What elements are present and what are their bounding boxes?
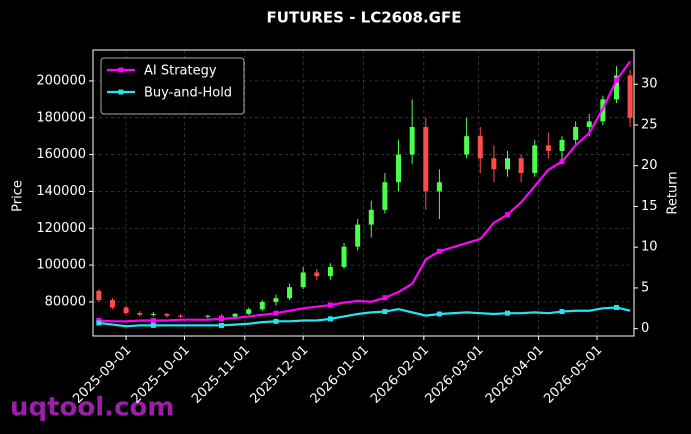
candle-body xyxy=(436,182,442,192)
candle-body xyxy=(273,298,279,302)
candle-body xyxy=(232,313,238,317)
series-marker xyxy=(150,318,156,324)
candle-body xyxy=(573,126,579,140)
candle-body xyxy=(477,136,483,159)
series-marker xyxy=(613,77,619,83)
candle-body xyxy=(218,315,224,317)
candle-body xyxy=(178,315,184,317)
candle-body xyxy=(423,126,429,192)
candle-body xyxy=(259,301,265,310)
series-marker xyxy=(218,316,224,322)
y-tick-label: 80000 xyxy=(45,294,86,309)
series-marker xyxy=(559,159,565,165)
y2-tick-label: 0 xyxy=(641,321,649,336)
series-marker xyxy=(327,302,333,308)
y2-tick-label: 20 xyxy=(641,158,658,173)
series-marker xyxy=(436,248,442,254)
candle-body xyxy=(355,224,361,247)
series-marker xyxy=(327,316,333,322)
candle-body xyxy=(532,145,538,174)
series-marker xyxy=(505,212,511,218)
y-tick-label: 180000 xyxy=(36,110,86,125)
candle-body xyxy=(123,307,129,313)
legend-marker xyxy=(118,89,124,95)
candle-body xyxy=(341,246,347,267)
y2-axis-label: Return xyxy=(666,171,681,214)
series-marker xyxy=(96,320,102,326)
candle-body xyxy=(164,313,170,316)
y2-tick-label: 5 xyxy=(641,280,649,295)
candle-body xyxy=(205,315,211,317)
watermark: uqtool.com xyxy=(10,393,174,423)
candle-body xyxy=(287,287,293,299)
series-marker xyxy=(150,322,156,328)
candle-body xyxy=(545,145,551,151)
candle-body xyxy=(518,158,524,174)
y2-tick-label: 10 xyxy=(641,240,658,255)
y-tick-label: 200000 xyxy=(36,73,86,88)
y-tick-label: 120000 xyxy=(36,221,86,236)
series-marker xyxy=(436,311,442,317)
candle-body xyxy=(327,266,333,277)
legend-box xyxy=(100,57,245,115)
candle-body xyxy=(137,312,143,315)
series-marker xyxy=(559,309,565,315)
legend-label: Buy-and-Hold xyxy=(144,86,232,101)
candle-body xyxy=(505,158,511,170)
candle-body xyxy=(150,313,156,315)
candle-body xyxy=(96,290,102,301)
candle-body xyxy=(396,154,402,183)
candle-body xyxy=(491,158,497,170)
candle-body xyxy=(109,300,115,308)
plot-frame xyxy=(92,49,635,337)
candle-body xyxy=(368,209,374,225)
legend-marker xyxy=(118,67,124,73)
candle-body xyxy=(464,136,470,155)
series-line xyxy=(98,306,631,328)
y2-tick-label: 30 xyxy=(641,77,658,92)
series-marker xyxy=(218,322,224,328)
y-tick-label: 160000 xyxy=(36,147,86,162)
candle-body xyxy=(409,126,415,155)
y-tick-label: 140000 xyxy=(36,184,86,199)
y2-tick-label: 15 xyxy=(641,199,658,214)
chart-title: FUTURES - LC2608.GFE xyxy=(267,9,462,27)
series-marker xyxy=(613,304,619,310)
candle-body xyxy=(586,121,592,127)
candle-body xyxy=(559,139,565,151)
candle-body xyxy=(613,75,619,100)
series-marker xyxy=(382,309,388,315)
y-axis-label: Price xyxy=(11,180,26,212)
candle-body xyxy=(314,272,320,277)
candle-body xyxy=(627,75,633,118)
candle-body xyxy=(382,182,388,210)
series-marker xyxy=(273,318,279,324)
candle-body xyxy=(300,272,306,288)
candle-body xyxy=(246,309,252,314)
series-line xyxy=(98,60,631,323)
y2-tick-label: 25 xyxy=(641,117,658,132)
series-marker xyxy=(505,310,511,316)
legend-label: AI Strategy xyxy=(144,64,217,79)
series-marker xyxy=(382,295,388,301)
y-tick-label: 100000 xyxy=(36,258,86,273)
series-marker xyxy=(273,310,279,316)
